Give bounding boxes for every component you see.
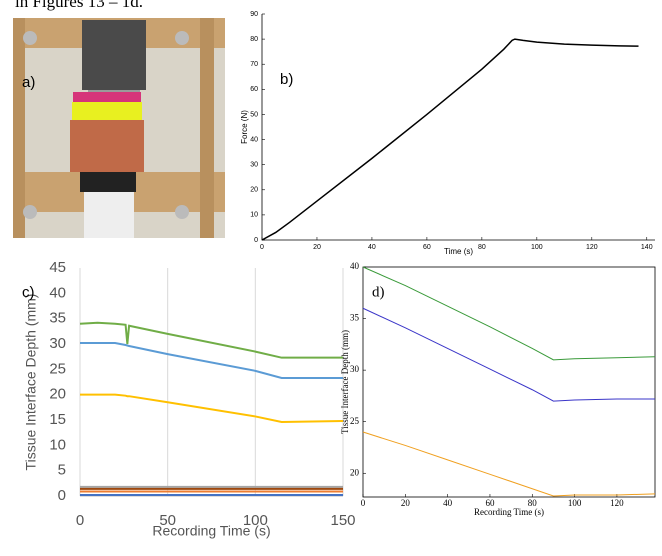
y-tick-label: 90 [250, 11, 258, 18]
y-tick-label: 30 [350, 364, 360, 374]
panel-label: c) [22, 284, 35, 301]
data-line [80, 323, 343, 358]
x-axis-label: Time (s) [444, 247, 473, 256]
y-tick-label: 35 [49, 310, 66, 327]
x-axis-label: Recording Time (s) [474, 507, 544, 517]
bolt [23, 31, 37, 45]
x-tick-label: 80 [478, 244, 486, 251]
x-tick-label: 120 [586, 244, 598, 251]
base [80, 172, 136, 192]
x-tick-label: 0 [76, 512, 84, 529]
y-tick-label: 25 [350, 416, 360, 426]
axes [262, 14, 655, 240]
panel-label: d) [372, 284, 385, 300]
panel-label: b) [280, 71, 293, 88]
data-line [80, 343, 343, 378]
layer-yellow [72, 102, 142, 120]
y-tick-label: 25 [49, 360, 66, 377]
x-tick-label: 20 [401, 498, 411, 508]
panel-label: a) [22, 74, 35, 91]
x-tick-label: 100 [568, 498, 582, 508]
bolt [23, 205, 37, 219]
x-tick-label: 140 [641, 244, 653, 251]
y-tick-label: 40 [49, 284, 66, 301]
layer-tissue [70, 120, 144, 172]
data-line [363, 432, 655, 496]
photo: a) [13, 18, 225, 238]
y-tick-label: 0 [58, 487, 66, 504]
data-line [80, 395, 343, 422]
x-tick-label: 20 [313, 244, 321, 251]
y-tick-label: 70 [250, 61, 258, 68]
y-axis-label: Force (N) [240, 110, 249, 144]
y-tick-label: 80 [250, 36, 258, 43]
y-tick-label: 20 [49, 386, 66, 403]
y-axis-label: Tissue Interface Depth (mm) [23, 294, 39, 471]
bolt [175, 205, 189, 219]
layer-pink [73, 92, 141, 102]
y-tick-label: 30 [49, 335, 66, 352]
gripper [82, 20, 146, 90]
y-tick-label: 20 [250, 187, 258, 194]
y-tick-label: 50 [250, 111, 258, 118]
data-line [363, 267, 655, 360]
y-tick-label: 40 [350, 261, 360, 271]
text-fragment: in Figures 13 – 1d. [15, 0, 143, 11]
x-tick-label: 40 [443, 498, 453, 508]
y-tick-label: 20 [350, 467, 360, 477]
y-tick-label: 40 [250, 136, 258, 143]
wood [13, 18, 25, 238]
y-tick-label: 15 [49, 411, 66, 428]
x-tick-label: 0 [260, 244, 264, 251]
x-axis-label: Recording Time (s) [152, 523, 270, 539]
x-tick-label: 150 [330, 512, 355, 529]
y-tick-label: 0 [254, 237, 258, 244]
figure: in Figures 13 – 1d. a) 01020304050607080… [0, 0, 662, 556]
bolt [175, 31, 189, 45]
y-axis-label: Tissue Interface Depth (mm) [340, 330, 350, 434]
y-tick-label: 35 [350, 313, 360, 323]
data-line [262, 39, 639, 240]
x-tick-label: 40 [368, 244, 376, 251]
y-tick-label: 45 [49, 259, 66, 276]
frame [363, 267, 655, 497]
wood [200, 18, 214, 238]
y-tick-label: 10 [250, 212, 258, 219]
x-tick-label: 0 [361, 498, 366, 508]
data-line [363, 308, 655, 401]
y-tick-label: 10 [49, 436, 66, 453]
y-tick-label: 30 [250, 162, 258, 169]
chart: 0 10 20 30 40 50 60 70 80 90 0 20 40 60 80 100 120 140 Tim… [240, 11, 655, 256]
x-tick-label: 100 [531, 244, 543, 251]
x-tick-label: 120 [610, 498, 624, 508]
pipe [84, 192, 134, 238]
y-tick-label: 60 [250, 86, 258, 93]
x-tick-label: 60 [423, 244, 431, 251]
y-tick-label: 5 [58, 462, 66, 479]
